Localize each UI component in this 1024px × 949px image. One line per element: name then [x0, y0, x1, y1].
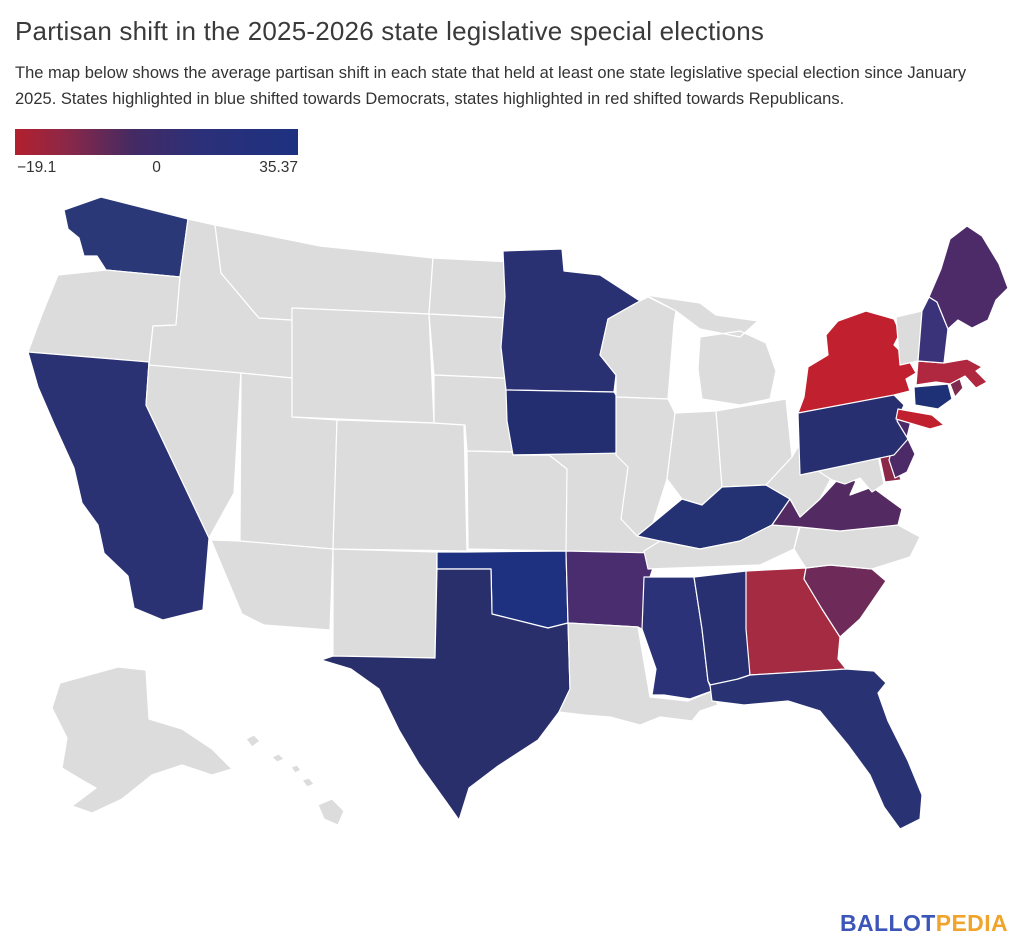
state-MI[interactable]: Michigan: [645, 294, 777, 406]
map-description: The map below shows the average partisan…: [15, 64, 967, 109]
state-AZ[interactable]: Arizona: [210, 539, 334, 631]
color-scale-legend: −19.1 0 35.37: [15, 129, 298, 183]
state-WA[interactable]: Washington: [63, 196, 189, 278]
state-MD[interactable]: Maryland: [817, 455, 885, 493]
legend-labels: −19.1 0 35.37: [15, 159, 298, 183]
state-WY[interactable]: Wyoming: [291, 307, 435, 424]
legend-zero-label: 0: [152, 159, 161, 177]
state-CO[interactable]: Colorado: [332, 419, 468, 552]
state-KS[interactable]: Kansas: [466, 450, 569, 552]
state-LA[interactable]: Louisiana: [558, 622, 719, 726]
us-map-states: WashingtonOregonCaliforniaNevadaIdahoMon…: [27, 196, 1009, 830]
state-NM[interactable]: New Mexico: [332, 548, 438, 659]
state-HI[interactable]: Hawaii: [245, 734, 345, 826]
state-AK[interactable]: Alaska: [51, 666, 233, 814]
state-WI[interactable]: Wisconsin: [599, 296, 677, 400]
ballotpedia-logo-pedia: PEDIA: [935, 910, 1008, 936]
ballotpedia-logo-ballot: BALLOT: [840, 910, 936, 936]
state-IN[interactable]: Indiana: [666, 410, 723, 506]
legend-min-label: −19.1: [17, 159, 57, 177]
state-CT[interactable]: Connecticut: [913, 383, 953, 410]
legend-gradient-bar: [15, 129, 298, 156]
state-NY[interactable]: New York: [797, 310, 945, 430]
legend-max-label: 35.37: [259, 159, 298, 177]
ballotpedia-logo[interactable]: BALLOTPEDIA: [840, 910, 1008, 937]
state-FL[interactable]: Florida: [709, 668, 923, 830]
state-IA[interactable]: Iowa: [505, 389, 629, 456]
state-NC[interactable]: North Carolina: [793, 524, 921, 570]
us-choropleth-map: WashingtonOregonCaliforniaNevadaIdahoMon…: [27, 196, 1009, 830]
state-TX[interactable]: Texas: [320, 568, 571, 821]
page-title: Partisan shift in the 2025-2026 state le…: [15, 16, 765, 46]
state-MA[interactable]: Massachusetts: [915, 358, 988, 389]
state-ME[interactable]: Maine: [928, 225, 1009, 330]
